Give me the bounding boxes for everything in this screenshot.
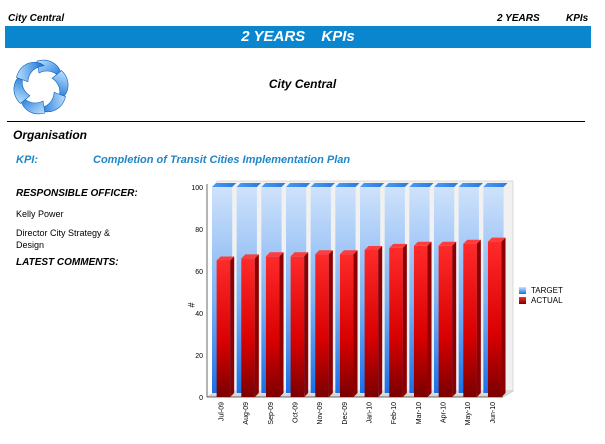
y-tick-label: 80: [195, 227, 203, 234]
legend-actual-swatch: [519, 297, 526, 304]
y-tick-label: 20: [195, 353, 203, 360]
title-banner: 2 YEARS KPIs: [5, 26, 591, 48]
bar-actual-top: [389, 243, 407, 248]
responsible-officer-label: RESPONSIBLE OFFICER:: [16, 188, 138, 199]
y-tick-label: 100: [191, 185, 203, 192]
officer-role: Director City Strategy & Design: [16, 228, 111, 250]
x-tick-label: May-10: [465, 402, 472, 425]
latest-comments-label: LATEST COMMENTS:: [16, 257, 119, 268]
bar-actual-side: [378, 246, 383, 397]
kpi-name: Completion of Transit Cities Implementat…: [93, 154, 351, 166]
x-tick-label: Apr-10: [440, 402, 447, 423]
bar-actual: [487, 241, 502, 397]
bar-actual-side: [254, 254, 259, 397]
bar-actual: [339, 254, 354, 397]
bar-actual-side: [452, 241, 457, 397]
bar-target-top: [310, 183, 335, 187]
bar-actual: [290, 256, 305, 397]
bar-actual: [216, 260, 231, 397]
x-tick-label: Sep-09: [268, 402, 275, 425]
bar-actual-side: [279, 252, 284, 397]
bar-target-top: [261, 183, 286, 187]
legend-actual-label: ACTUAL: [531, 296, 563, 305]
bar-actual-side: [427, 241, 432, 397]
banner-report-type: KPIs: [321, 28, 355, 45]
bar-target-top: [409, 183, 434, 187]
x-tick-label: Oct-09: [292, 402, 299, 423]
section-title: Organisation: [13, 128, 88, 142]
bar-actual-side: [304, 252, 309, 397]
bar-actual-top: [216, 256, 235, 261]
bar-actual-top: [339, 250, 358, 255]
bar-target-top: [236, 183, 261, 187]
kpi-label: KPI:: [16, 154, 38, 166]
bar-actual: [438, 245, 453, 397]
bar-actual-top: [315, 250, 333, 255]
x-tick-label: Jul-09: [218, 402, 225, 421]
header-report-type: KPIs: [566, 13, 589, 24]
bar-target-top: [434, 183, 459, 187]
x-tick-label: Jun-10: [490, 402, 497, 424]
divider: [7, 121, 585, 122]
x-tick-label: Dec-09: [342, 402, 349, 425]
bar-target-top: [384, 183, 409, 187]
bar-actual-side: [353, 250, 358, 397]
banner-period: 2 YEARS: [241, 28, 306, 45]
bar-actual-side: [476, 239, 481, 397]
x-tick-label: Jan-10: [366, 402, 373, 424]
bar-actual: [463, 243, 477, 397]
bar-target-top: [360, 183, 385, 187]
bar-actual-side: [328, 250, 333, 397]
bar-actual-top: [438, 241, 457, 246]
bar-actual: [315, 254, 329, 397]
header-period: 2 YEARS: [497, 13, 540, 24]
bar-actual-top: [265, 252, 284, 257]
x-tick-label: Feb-10: [391, 402, 398, 424]
bar-actual: [364, 250, 379, 397]
bar-actual: [241, 258, 255, 397]
y-tick-label: 60: [195, 269, 203, 276]
bar-actual: [389, 247, 403, 397]
legend-target-label: TARGET: [531, 286, 563, 295]
bar-actual-top: [487, 237, 506, 242]
y-axis-label: #: [186, 302, 196, 307]
bar-actual-top: [463, 239, 481, 244]
legend-target-swatch: [519, 287, 526, 294]
bar-target-top: [286, 183, 311, 187]
bar-target-top: [212, 183, 237, 187]
y-tick-label: 0: [199, 395, 203, 402]
bar-actual-side: [402, 243, 407, 397]
y-tick-label: 40: [195, 311, 203, 318]
bar-target-top: [335, 183, 360, 187]
swirl-logo-icon: [10, 56, 72, 118]
x-tick-label: Aug-09: [243, 402, 250, 425]
bar-target-top: [458, 183, 483, 187]
bar-actual-side: [230, 256, 235, 397]
bar-actual-top: [413, 241, 432, 246]
x-tick-label: Mar-10: [416, 402, 423, 424]
page-subtitle: City Central: [268, 77, 337, 91]
bar-actual: [413, 245, 428, 397]
bar-actual-side: [501, 237, 506, 397]
officer-name: Kelly Power: [16, 209, 64, 219]
header-org-name: City Central: [8, 13, 65, 24]
bar-actual: [265, 256, 280, 397]
bar-target-top: [483, 183, 508, 187]
bar-actual-top: [241, 254, 259, 259]
x-tick-label: Nov-09: [317, 402, 324, 425]
bar-actual-top: [364, 246, 383, 250]
bar-actual-top: [290, 252, 309, 257]
